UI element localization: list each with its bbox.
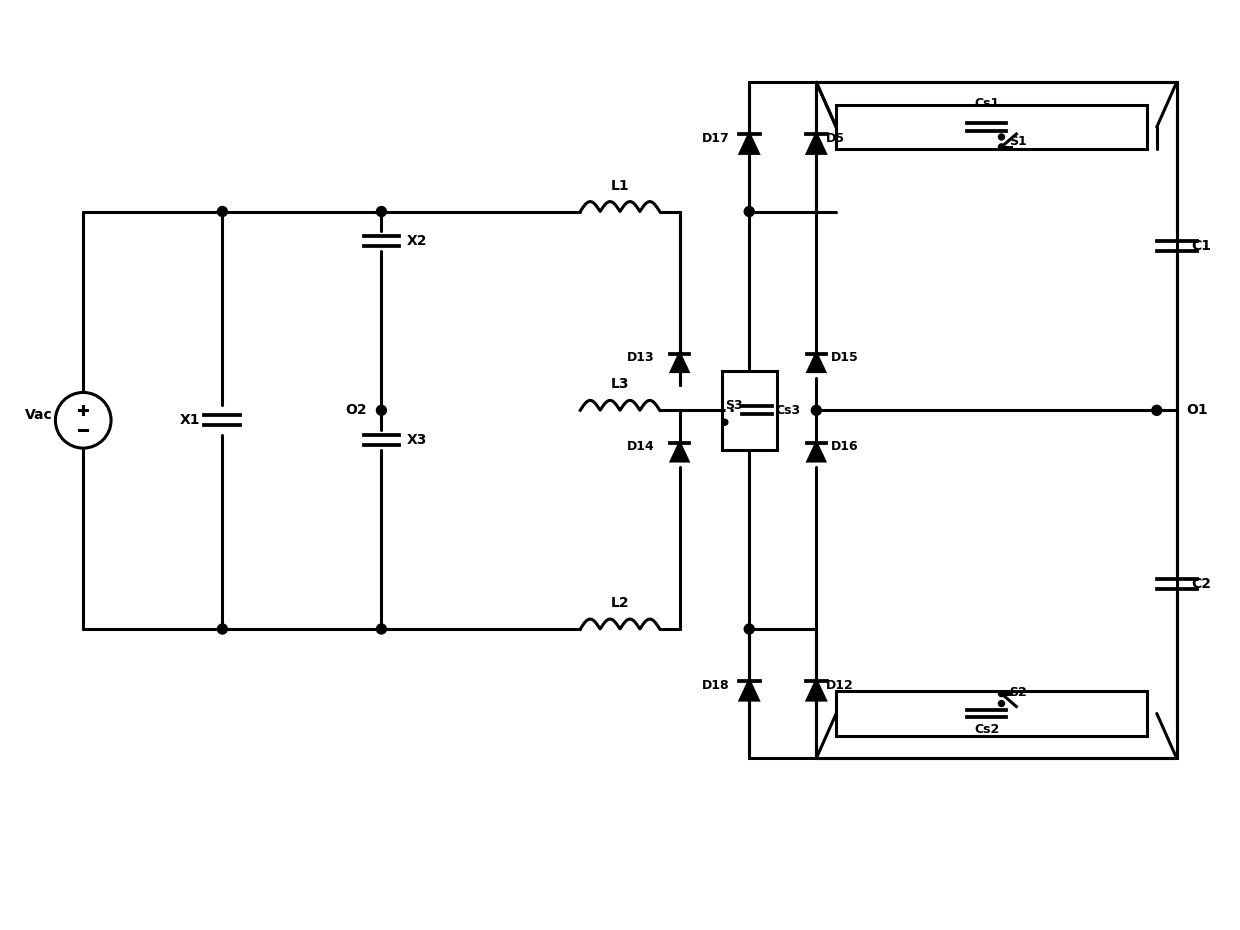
Circle shape (722, 419, 728, 425)
Text: O1: O1 (1187, 404, 1208, 418)
Circle shape (1152, 405, 1162, 416)
Text: X1: X1 (180, 413, 201, 427)
Polygon shape (671, 353, 688, 372)
Text: S2: S2 (1009, 685, 1027, 698)
Polygon shape (740, 134, 759, 153)
Circle shape (377, 206, 387, 217)
Circle shape (811, 405, 821, 416)
Polygon shape (807, 134, 826, 153)
Text: D13: D13 (627, 351, 655, 364)
Polygon shape (740, 681, 759, 700)
Text: L3: L3 (611, 378, 629, 392)
Circle shape (744, 624, 754, 634)
Text: D5: D5 (826, 132, 846, 145)
Polygon shape (808, 443, 825, 461)
Text: S1: S1 (1009, 135, 1027, 148)
Text: Cs3: Cs3 (775, 404, 800, 417)
Text: X2: X2 (407, 234, 427, 248)
Polygon shape (807, 681, 826, 700)
Polygon shape (671, 443, 688, 461)
Text: D12: D12 (826, 679, 854, 692)
Text: O2: O2 (345, 404, 367, 418)
Text: D17: D17 (702, 132, 729, 145)
Text: D16: D16 (831, 440, 859, 453)
Text: Cs1: Cs1 (973, 97, 999, 110)
Circle shape (217, 624, 227, 634)
Text: C1: C1 (1192, 239, 1211, 253)
Circle shape (998, 144, 1004, 150)
Text: X3: X3 (407, 433, 427, 447)
Circle shape (998, 691, 1004, 697)
Circle shape (998, 134, 1004, 140)
Bar (722, 370, 776, 450)
Text: L1: L1 (610, 179, 630, 193)
Polygon shape (808, 353, 825, 372)
Bar (836, 691, 1147, 736)
Text: D15: D15 (831, 351, 859, 364)
Text: C2: C2 (1192, 578, 1211, 591)
Circle shape (744, 206, 754, 217)
Circle shape (217, 206, 227, 217)
Circle shape (377, 624, 387, 634)
Text: S3: S3 (725, 399, 743, 412)
Circle shape (998, 700, 1004, 707)
Text: D14: D14 (627, 440, 655, 453)
Circle shape (377, 405, 387, 416)
Text: Vac: Vac (25, 408, 52, 422)
Text: L2: L2 (610, 596, 630, 610)
Text: D18: D18 (702, 679, 729, 692)
Text: Cs2: Cs2 (973, 724, 999, 737)
Bar (836, 105, 1147, 150)
